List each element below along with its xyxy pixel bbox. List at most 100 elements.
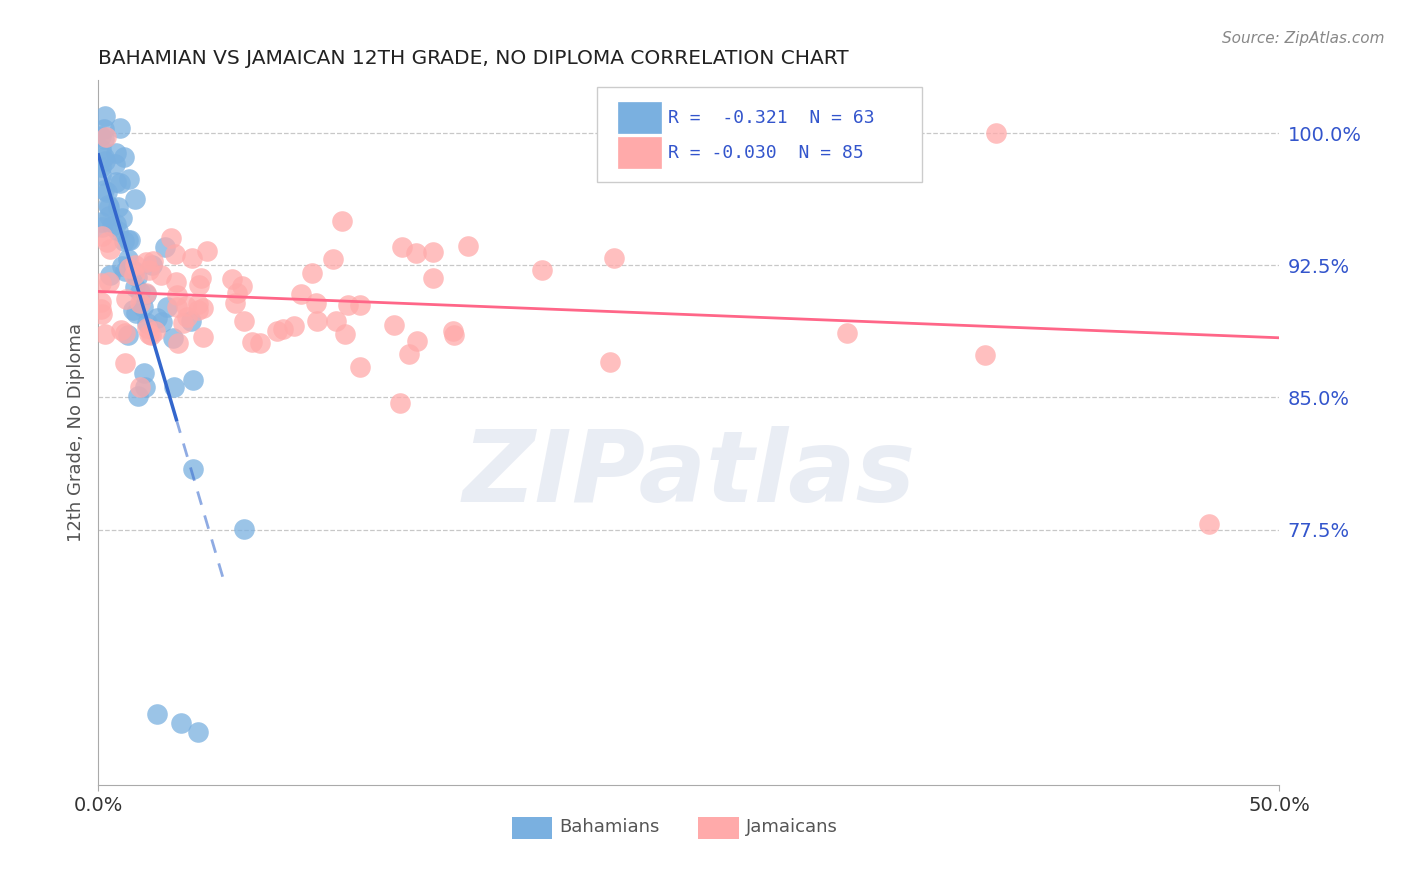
Point (232, 313, 254, 327)
Point (94, 108, 117, 122)
Point (139, 327, 162, 342)
Point (187, 297, 209, 311)
Point (599, 355, 621, 369)
Point (984, 126, 1007, 140)
Point (187, 303, 209, 318)
Point (124, 192, 146, 206)
Point (172, 317, 194, 331)
Point (90, 160, 112, 174)
Point (124, 280, 146, 294)
Text: BAHAMIAN VS JAMAICAN 12TH GRADE, NO DIPLOMA CORRELATION CHART: BAHAMIAN VS JAMAICAN 12TH GRADE, NO DIPL… (98, 48, 849, 68)
Point (531, 262, 554, 277)
Point (176, 310, 198, 324)
Point (333, 326, 356, 341)
Point (349, 298, 371, 312)
Point (135, 255, 157, 269)
FancyBboxPatch shape (699, 817, 738, 839)
Point (98, 209, 121, 223)
Point (94, 154, 117, 169)
Point (322, 252, 344, 266)
Point (191, 301, 214, 316)
Point (974, 348, 997, 362)
Point (98, 275, 121, 289)
Point (349, 359, 371, 374)
Point (305, 314, 328, 328)
Point (226, 286, 249, 301)
Point (232, 523, 254, 537)
Point (1198, 517, 1220, 532)
Point (132, 366, 155, 380)
Point (124, 306, 146, 320)
Point (607, 129, 630, 144)
FancyBboxPatch shape (619, 102, 661, 133)
Point (120, 233, 142, 247)
Point (90, 168, 112, 182)
Point (90, 277, 112, 291)
Point (122, 268, 145, 282)
Point (603, 251, 626, 265)
Point (101, 219, 124, 233)
Point (405, 246, 427, 260)
Point (406, 334, 429, 348)
Point (457, 239, 479, 253)
Point (114, 326, 136, 341)
Point (117, 328, 139, 343)
FancyBboxPatch shape (512, 817, 553, 839)
Point (90, 301, 112, 316)
Point (111, 259, 134, 273)
Point (193, 329, 215, 343)
Point (382, 318, 405, 333)
Point (112, 234, 135, 248)
Text: Source: ZipAtlas.com: Source: ZipAtlas.com (1222, 31, 1385, 46)
Point (93, 122, 115, 136)
Point (93, 183, 115, 197)
Point (162, 331, 184, 345)
Point (104, 156, 127, 170)
Point (165, 275, 187, 289)
Point (190, 271, 212, 285)
Point (391, 240, 413, 254)
Point (114, 264, 136, 278)
Point (174, 299, 197, 313)
Point (117, 233, 139, 247)
Point (146, 707, 169, 722)
Point (249, 336, 271, 351)
Point (90, 220, 112, 235)
Point (134, 380, 156, 394)
Point (337, 298, 360, 312)
Point (138, 327, 160, 342)
Point (90, 142, 112, 156)
Point (143, 324, 166, 338)
Point (166, 300, 188, 314)
Point (271, 322, 294, 336)
Point (283, 318, 305, 333)
Point (122, 264, 145, 278)
Point (96, 185, 118, 199)
Point (98, 268, 121, 282)
Point (160, 231, 183, 245)
Point (398, 347, 420, 361)
Point (188, 278, 211, 293)
Point (181, 251, 204, 265)
Point (166, 288, 188, 302)
Point (98, 201, 121, 215)
Text: R =  -0.321  N = 63: R = -0.321 N = 63 (668, 109, 875, 127)
Point (90, 128, 112, 143)
Point (98, 242, 121, 256)
Point (118, 261, 141, 276)
Point (105, 175, 128, 189)
Point (835, 326, 858, 340)
Text: Jamaicans: Jamaicans (745, 818, 838, 836)
Text: ZIPatlas: ZIPatlas (463, 426, 915, 524)
Y-axis label: 12th Grade, No Diploma: 12th Grade, No Diploma (67, 323, 86, 542)
Point (305, 296, 328, 310)
Point (117, 252, 139, 267)
Point (124, 258, 146, 272)
Point (443, 328, 465, 343)
Point (127, 389, 149, 403)
Point (112, 149, 135, 163)
Point (111, 211, 134, 225)
Point (145, 310, 167, 325)
Point (114, 356, 136, 370)
Point (91, 229, 114, 244)
